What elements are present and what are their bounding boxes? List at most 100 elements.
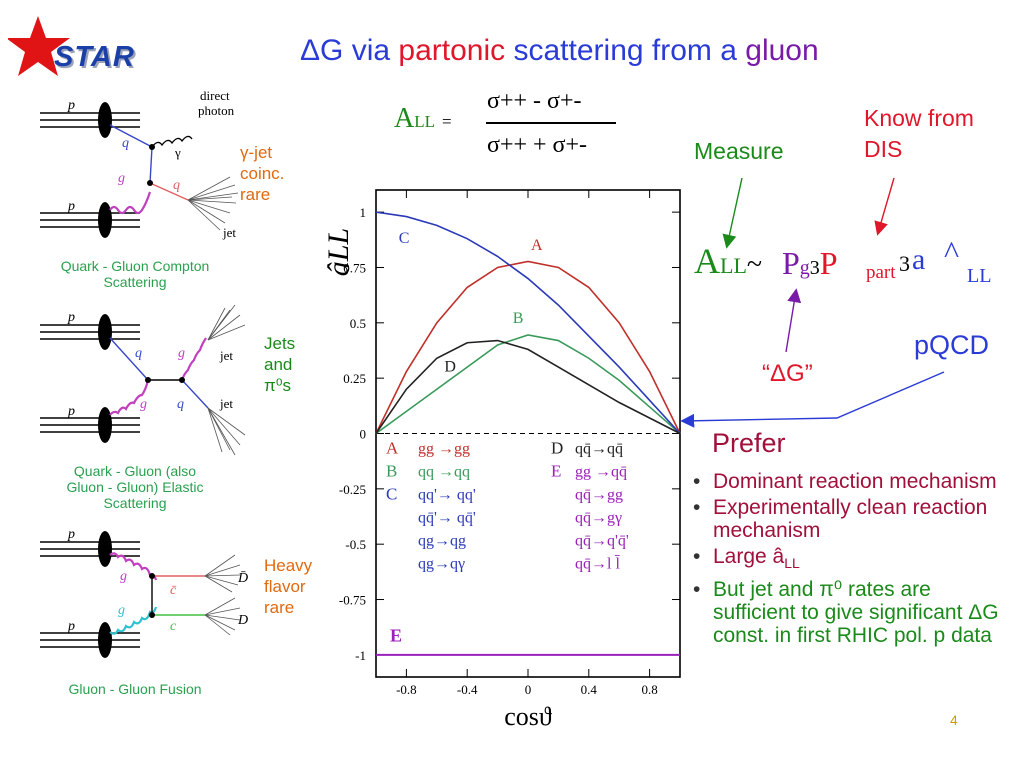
legend-entry: qg→qg bbox=[418, 532, 466, 549]
prefer-item-2-text: Experimentally clean reaction mechanism bbox=[713, 496, 988, 542]
svg-text:p: p bbox=[67, 199, 75, 214]
compton-caption: Quark - Gluon Compton Scattering bbox=[35, 258, 235, 290]
series-line-C bbox=[375, 211, 681, 435]
svg-text:q: q bbox=[173, 178, 180, 193]
title-partonic: partonic bbox=[398, 34, 506, 67]
svg-text:p: p bbox=[67, 619, 75, 634]
svg-text:photon: photon bbox=[198, 103, 235, 118]
legend-entry: qq̄→l l̄ bbox=[575, 555, 620, 573]
x-tick-label: -0.4 bbox=[457, 682, 478, 697]
compton-note-1: γ-jet bbox=[240, 143, 273, 162]
legend-entry: qq'→ qq' bbox=[418, 486, 476, 503]
legend-entry: qq̄→qq̄ bbox=[575, 440, 623, 457]
legend-key: C bbox=[386, 484, 397, 503]
pqcd-arrow bbox=[680, 371, 945, 428]
svg-text:p: p bbox=[67, 404, 75, 419]
compton-note: γ-jet coinc. rare bbox=[240, 142, 284, 205]
svg-text:g: g bbox=[140, 397, 147, 412]
legend-e-label: E bbox=[390, 626, 402, 646]
elastic-note-2: and bbox=[264, 355, 293, 374]
svg-text:p: p bbox=[67, 527, 75, 542]
logo-text: STAR bbox=[54, 41, 135, 73]
compton-caption-l1: Quark - Gluon Compton bbox=[60, 258, 210, 274]
legend-key: B bbox=[386, 461, 397, 480]
prefer-item: But jet and π⁰ rates are sufficient to g… bbox=[688, 578, 1018, 647]
svg-text:γ: γ bbox=[174, 145, 181, 160]
legend-key: D bbox=[551, 438, 563, 457]
mid-LL2: LL bbox=[967, 265, 992, 287]
know-from-line2: DIS bbox=[864, 136, 903, 162]
mid-g: g bbox=[799, 257, 810, 279]
prefer-item-3-text: Large â bbox=[713, 545, 785, 568]
mid-LL: LL bbox=[720, 253, 747, 278]
curve-label-A: A bbox=[531, 237, 543, 254]
x-tick-label: 0.8 bbox=[641, 682, 657, 697]
title-gluon: gluon bbox=[745, 34, 819, 67]
y-tick-label: -0.25 bbox=[339, 482, 366, 497]
svg-text:jet: jet bbox=[219, 348, 233, 363]
measure-arrow bbox=[722, 177, 743, 249]
elastic-note-1: Jets bbox=[264, 334, 296, 353]
svg-text:c: c bbox=[170, 619, 177, 634]
title-delta-g: ΔG bbox=[300, 34, 344, 67]
curve-label-B: B bbox=[513, 310, 524, 327]
fusion-note-3: rare bbox=[264, 598, 295, 617]
mid-part: part bbox=[866, 262, 896, 283]
prefer-item-3-sub: LL bbox=[784, 555, 800, 572]
y-tick-label: 0 bbox=[360, 427, 367, 442]
curve-label-C: C bbox=[399, 230, 410, 247]
red-star-icon bbox=[8, 16, 70, 76]
fraction-bar bbox=[486, 122, 616, 124]
slide-title: ΔG via partonic scattering from a gluon bbox=[300, 34, 819, 68]
elastic-diagram: p q g q p g jet jet bbox=[40, 304, 246, 456]
y-tick-label: 1 bbox=[360, 205, 367, 220]
mid-three1: 3 bbox=[809, 257, 820, 279]
formula-all-approx: ALL~ bbox=[694, 240, 762, 282]
legend-entry: gg →qq̄ bbox=[575, 463, 627, 480]
prefer-item-1-text: Dominant reaction mechanism bbox=[713, 470, 997, 493]
svg-text:jet: jet bbox=[222, 225, 236, 240]
compton-caption-l2: Scattering bbox=[103, 274, 167, 290]
y-tick-label: -1 bbox=[355, 648, 366, 663]
svg-text:D̄: D̄ bbox=[237, 571, 248, 586]
page-number: 4 bbox=[950, 712, 958, 728]
series-line-B bbox=[375, 334, 681, 435]
x-tick-label: 0.4 bbox=[581, 682, 598, 697]
formula-a-ll: ALL = bbox=[394, 103, 452, 135]
svg-text:q: q bbox=[135, 346, 142, 361]
legend-entry: qg→qγ bbox=[418, 555, 465, 572]
legend-entry: qq̄→gγ bbox=[575, 509, 622, 526]
elastic-note: Jets and π⁰s bbox=[264, 333, 295, 396]
elastic-caption: Quark - Gluon (also Gluon - Gluon) Elast… bbox=[35, 463, 235, 511]
know-from-line1: Know from bbox=[864, 105, 974, 131]
dis-arrow bbox=[874, 177, 895, 236]
compton-diagram: p q g q p direct photon γ jet bbox=[40, 88, 239, 240]
prefer-item: Experimentally clean reaction mechanism bbox=[688, 496, 1018, 542]
legend-entry: qq̄→q'q̄' bbox=[575, 532, 629, 549]
compton-label-p-top: p bbox=[67, 98, 75, 113]
legend-entry: qq̄'→ qq̄' bbox=[418, 509, 476, 526]
compton-note-2: coinc. bbox=[240, 164, 285, 183]
pqcd-label: pQCD bbox=[914, 330, 990, 360]
mid-P: P bbox=[782, 245, 800, 281]
y-axis-label: âLL bbox=[322, 228, 355, 276]
svg-text:c̄: c̄ bbox=[170, 583, 177, 598]
svg-text:p: p bbox=[67, 310, 75, 325]
fusion-note: Heavy flavor rare bbox=[264, 555, 312, 618]
y-tick-label: 0.75 bbox=[343, 260, 366, 275]
mid-A: A bbox=[694, 241, 720, 281]
svg-text:jet: jet bbox=[219, 396, 233, 411]
delta-g-arrow bbox=[785, 288, 802, 353]
legend-entry: qq →qq bbox=[418, 463, 470, 480]
fusion-diagram: p g g p c̄ c D̄ D bbox=[40, 527, 248, 658]
fusion-note-1: Heavy bbox=[264, 556, 313, 575]
mid-P2: P bbox=[819, 245, 838, 281]
x-tick-label: 0 bbox=[525, 682, 532, 697]
formula-pg: Pg3P bbox=[782, 245, 838, 282]
mid-tilde: ~ bbox=[746, 249, 763, 280]
formula-ll-sub: LL bbox=[414, 112, 436, 131]
svg-text:direct: direct bbox=[200, 88, 230, 103]
prefer-list: Dominant reaction mechanism Experimental… bbox=[688, 470, 1018, 650]
x-axis-label: cosϑ bbox=[504, 702, 552, 731]
fusion-caption: Gluon - Gluon Fusion bbox=[68, 681, 202, 697]
